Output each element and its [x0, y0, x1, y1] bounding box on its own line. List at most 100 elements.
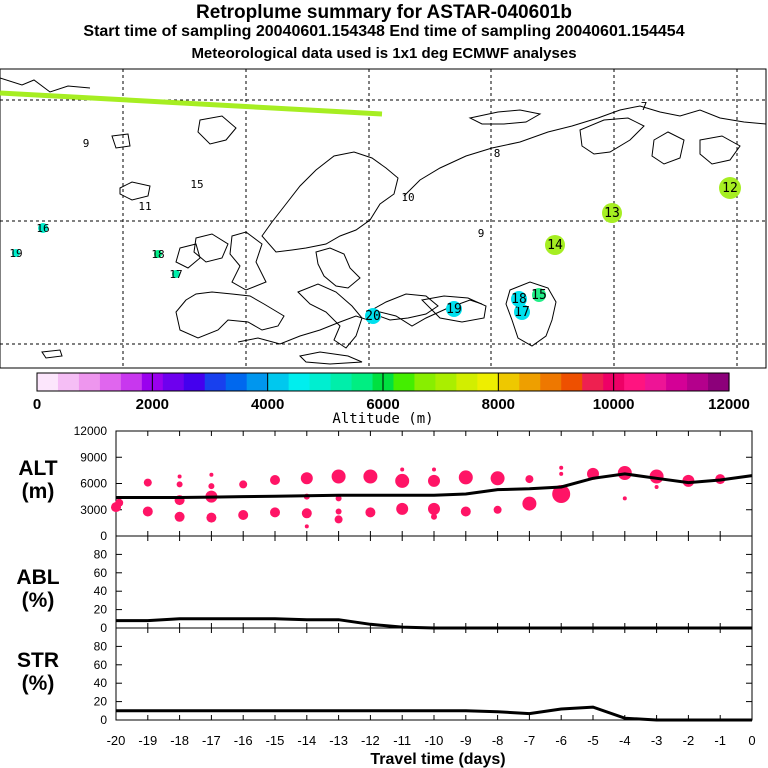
x-tick-label: -15	[266, 733, 285, 748]
x-tick-label: -16	[234, 733, 253, 748]
alt-point	[300, 472, 313, 485]
marker-label: 19	[9, 247, 22, 260]
marker-dot	[545, 235, 565, 255]
x-tick-label: -19	[138, 733, 157, 748]
marker-label: 17	[169, 268, 182, 281]
y-tick-label: 9000	[80, 450, 107, 464]
x-tick-label: 0	[748, 733, 755, 748]
marker-dot	[172, 270, 180, 278]
alt-point	[654, 485, 659, 489]
alt-point	[209, 472, 214, 477]
colorbar-segment	[37, 373, 59, 391]
marker-dot	[514, 304, 530, 320]
marker-label: 10	[401, 191, 414, 204]
sampling-times: Start time of sampling 20040601.154348 E…	[83, 23, 685, 40]
alt-panel: 0 3000 6000 9000 12000 ALT(m)	[18, 424, 753, 543]
alt-point	[525, 475, 534, 484]
colorbar-segment	[435, 373, 457, 391]
alt-point	[115, 498, 124, 507]
colorbar-segment	[624, 373, 646, 391]
alt-axis-label: (m)	[22, 480, 55, 503]
marker-label: 9	[478, 227, 485, 240]
marker-label: 15	[531, 288, 547, 303]
alt-point	[174, 511, 185, 522]
alt-point	[334, 515, 343, 524]
x-axis: -20 -19 -18 -17 -16 -15 -14 -13 -12 -11 -10 -9 -8 -7-…	[107, 733, 756, 768]
alt-point	[522, 496, 537, 511]
alt-axis-label: ALT	[18, 457, 57, 480]
alt-point	[239, 480, 248, 489]
y-tick-label: 3000	[80, 503, 107, 517]
alt-point	[304, 524, 309, 529]
alt-point	[363, 469, 378, 484]
x-tick-label: -20	[107, 733, 126, 748]
y-tick-label: 40	[94, 584, 108, 598]
marker-dot	[511, 291, 527, 307]
alt-point	[431, 513, 437, 520]
abl-frame	[115, 535, 753, 629]
y-tick-label: 60	[94, 566, 108, 580]
alt-point	[331, 469, 346, 484]
marker-label: 18	[511, 292, 527, 307]
colorbar-tick-label: 0	[33, 396, 41, 413]
alt-point	[552, 485, 571, 503]
colorbar-segment	[456, 373, 478, 391]
colorbar-segment	[267, 373, 290, 391]
y-tick-label: 40	[94, 676, 108, 690]
colorbar-segment	[57, 373, 80, 391]
trajectory-line	[0, 90, 383, 117]
marker-dot	[446, 301, 462, 317]
colorbar-tick-label: 8000	[482, 396, 515, 413]
x-tick-label: -8	[492, 733, 504, 748]
alt-point	[682, 474, 695, 487]
y-tick-label: 6000	[80, 477, 107, 491]
marker-dot	[154, 250, 162, 258]
colorbar-segment	[414, 373, 437, 391]
marker-dot	[719, 177, 741, 199]
alt-point	[143, 478, 152, 487]
x-tick-label: -14	[297, 733, 316, 748]
alt-point	[365, 507, 376, 518]
alt-point	[142, 506, 153, 517]
alt-point	[206, 512, 217, 523]
colorbar-segment	[687, 373, 709, 391]
str-axis-label: STR	[17, 649, 59, 672]
colorbar-segment	[162, 373, 185, 391]
alt-point	[301, 508, 312, 519]
coastlines	[0, 77, 767, 365]
str-panel: 0 20 40 60 80 STR(%)	[17, 627, 753, 727]
y-tick-label: 12000	[74, 424, 108, 438]
marker-label: 19	[446, 302, 462, 317]
alt-point	[460, 506, 471, 517]
abl-axis-label: (%)	[22, 589, 55, 612]
alt-point	[559, 471, 564, 476]
colorbar-segment	[519, 373, 541, 391]
alt-point	[458, 470, 473, 485]
x-tick-label: -5	[587, 733, 599, 748]
alt-point	[335, 495, 342, 502]
marker-dot	[12, 249, 20, 257]
marker-label: 11	[138, 200, 151, 213]
marker-dot	[38, 223, 48, 233]
x-tick-label: -17	[202, 733, 221, 748]
alt-point	[395, 473, 410, 488]
alt-line	[116, 472, 753, 499]
x-tick-label: -7	[524, 733, 536, 748]
colorbar-segment	[393, 373, 416, 391]
colorbar-segment	[288, 373, 311, 391]
x-tick-label: -4	[619, 733, 631, 748]
colorbar-segment	[708, 373, 730, 391]
alt-point	[400, 467, 405, 472]
alt-point	[176, 481, 183, 488]
x-tick-label: -1	[714, 733, 726, 748]
x-tick-label: -2	[683, 733, 695, 748]
marker-dot	[365, 308, 381, 324]
y-tick-label: 80	[94, 639, 108, 653]
marker-label: 16	[36, 222, 49, 235]
colorbar-segment	[99, 373, 122, 391]
alt-point	[559, 465, 564, 470]
y-tick-label: 0	[100, 529, 107, 543]
colorbar-segment	[666, 373, 688, 391]
x-tick-label: -6	[555, 733, 567, 748]
